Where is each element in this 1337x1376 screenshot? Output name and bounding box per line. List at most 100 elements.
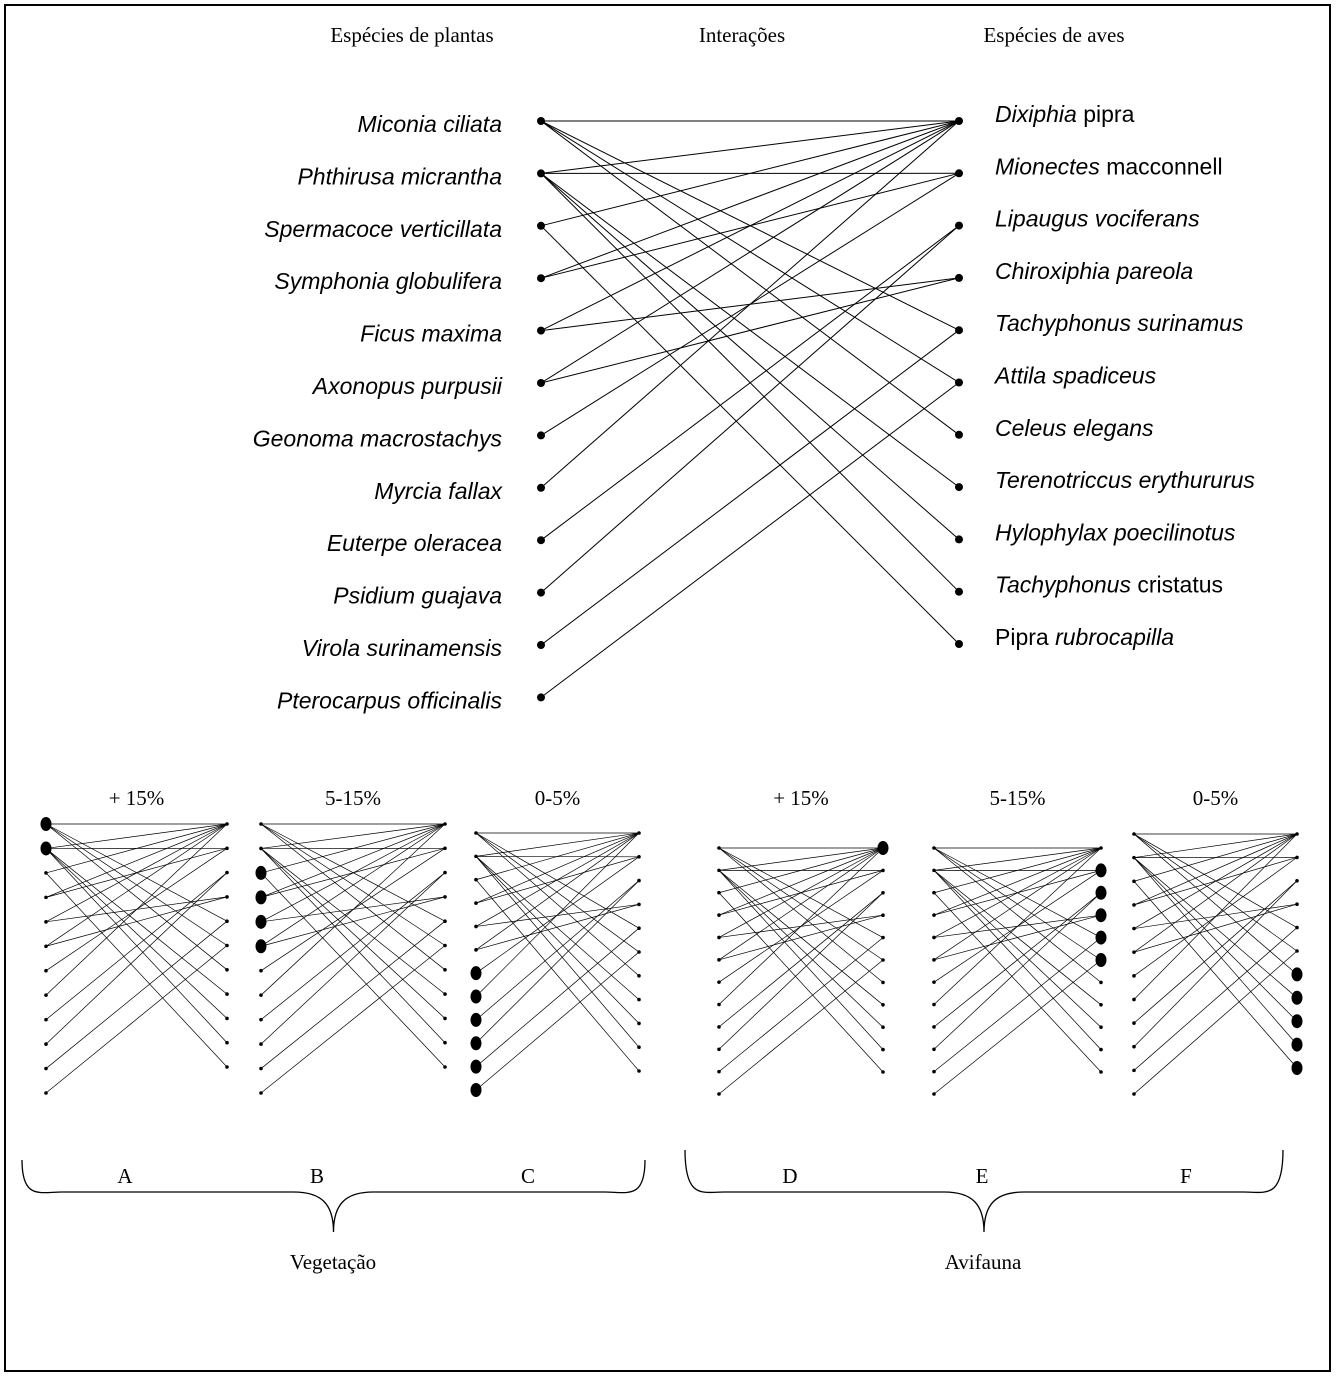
bird-node <box>881 913 885 917</box>
highlighted-bird-node <box>1095 953 1107 967</box>
mini-interaction-line <box>475 880 640 1021</box>
mini-interaction-line <box>260 823 446 898</box>
brace-avifauna <box>684 1149 1284 1233</box>
bird-node <box>955 430 963 439</box>
plant-node <box>474 854 478 859</box>
plant-list: Miconia ciliata Phthirusa micrantha Sperma… <box>253 111 545 713</box>
bird-node <box>225 919 229 923</box>
bird-name-part: Tachyphonus surinamus <box>995 310 1244 336</box>
bird-node <box>881 1070 885 1074</box>
plant-node <box>474 901 478 905</box>
highlighted-plant-node <box>470 1036 482 1051</box>
bird-node <box>1295 832 1299 836</box>
bird-node <box>443 943 447 948</box>
panel-title: 5-15% <box>325 786 381 810</box>
bird-node <box>1099 1070 1103 1074</box>
highlighted-plant-node <box>470 1012 482 1027</box>
plant-node <box>1132 903 1136 907</box>
bird-node <box>955 273 963 282</box>
plant-node <box>717 958 721 962</box>
mini-interaction-line <box>933 847 1102 871</box>
plant-node <box>932 958 936 962</box>
bird-name-part: Tachyphonus <box>995 572 1131 598</box>
mini-interaction-line <box>45 920 228 1069</box>
plant-node <box>1132 832 1136 836</box>
mini-interaction-line <box>260 872 446 1020</box>
panel-letter: D <box>782 1164 797 1188</box>
plant-node <box>474 831 478 835</box>
mini-interaction-line <box>1133 857 1298 999</box>
plant-node <box>932 1069 936 1074</box>
bird-node <box>225 992 229 996</box>
mini-interaction-line <box>1133 857 1298 1045</box>
bird-node <box>955 483 963 492</box>
plant-name: Psidium guajava <box>333 583 502 609</box>
highlighted-plant-node <box>470 966 482 981</box>
plant-node <box>537 169 545 178</box>
plant-node <box>44 993 48 997</box>
interaction-line <box>540 120 960 332</box>
bird-name: Lipaugus vociferans <box>995 206 1200 232</box>
interaction-line <box>540 120 960 489</box>
plant-name: Spermacoce verticillata <box>264 216 502 242</box>
panel-letter: E <box>976 1164 989 1188</box>
plant-node <box>717 1047 721 1052</box>
mini-network-a: + 15% <box>40 786 229 1095</box>
plant-node <box>537 274 545 283</box>
header-interactions: Interações <box>699 23 785 47</box>
plant-node <box>259 1017 263 1022</box>
highlighted-plant-node <box>255 939 267 954</box>
bird-name: Pipra rubrocapilla <box>995 624 1174 650</box>
plant-node <box>717 890 721 895</box>
bird-name: Terenotriccus erythururus <box>995 467 1255 493</box>
plant-node <box>474 877 478 882</box>
panel-title: + 15% <box>773 786 829 810</box>
bird-node <box>443 870 447 875</box>
figure-border <box>4 4 1331 1372</box>
plant-name: Geonoma macrostachys <box>253 425 503 451</box>
interaction-line <box>540 120 960 227</box>
bird-node <box>637 878 641 883</box>
mini-interaction-line <box>718 870 884 1028</box>
plant-node <box>717 846 721 850</box>
bird-node <box>225 943 229 948</box>
plant-name: Phthirusa micrantha <box>297 163 502 189</box>
mini-interaction-line <box>45 823 228 947</box>
bird-node <box>225 870 229 875</box>
plant-node <box>537 588 545 597</box>
mini-network-b: 5-15% <box>255 786 447 1095</box>
mini-interaction-line <box>933 892 1102 1028</box>
mini-interaction-line <box>1133 833 1298 858</box>
bird-node <box>225 895 229 899</box>
bird-node <box>1295 902 1299 906</box>
mini-interaction-line <box>475 880 640 1044</box>
bird-node <box>881 958 885 962</box>
bird-name-part: cristatus <box>1131 572 1223 598</box>
bird-node <box>637 855 641 859</box>
interaction-line <box>540 120 960 436</box>
plant-node <box>717 1002 721 1007</box>
bird-node <box>443 1040 447 1045</box>
interaction-line <box>540 120 960 279</box>
plant-node <box>259 846 263 851</box>
plant-node <box>717 1092 721 1096</box>
panel-title: 0-5% <box>535 786 581 810</box>
bird-name-part: Celeus elegans <box>995 415 1154 441</box>
plant-node <box>537 431 545 440</box>
mini-interaction-line <box>475 879 640 1072</box>
plant-node <box>44 1017 48 1022</box>
panel-title: + 15% <box>109 786 165 810</box>
mini-interaction-line <box>933 847 1102 983</box>
bird-node <box>225 822 229 826</box>
mini-interaction-line <box>1133 927 1298 1071</box>
plant-node <box>44 871 48 875</box>
bird-node <box>881 1025 885 1029</box>
mini-interaction-line <box>933 847 1102 961</box>
plant-node <box>932 913 936 917</box>
mini-interaction-line <box>260 920 446 1069</box>
mini-interaction-line <box>933 847 1102 1005</box>
highlighted-bird-node <box>1095 863 1107 878</box>
mini-interaction-line <box>1133 903 1298 953</box>
interaction-line <box>540 225 960 645</box>
